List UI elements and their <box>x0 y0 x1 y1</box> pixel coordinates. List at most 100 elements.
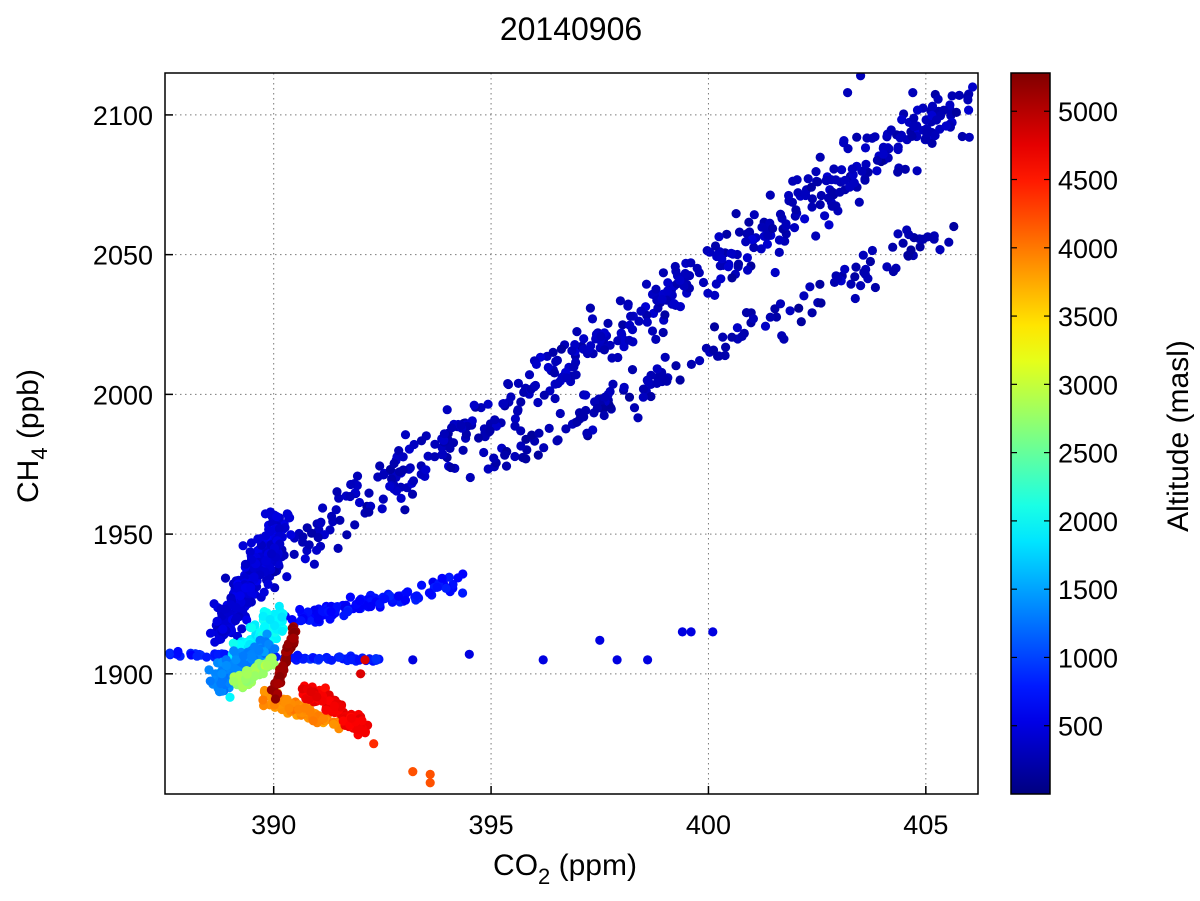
scatter-point <box>851 262 861 272</box>
scatter-point <box>352 471 363 481</box>
scatter-point <box>366 601 376 612</box>
scatter-point <box>425 769 435 780</box>
scatter-point <box>499 399 509 409</box>
scatter-point <box>489 453 499 463</box>
scatter-point <box>312 692 322 702</box>
scatter-point <box>289 549 299 560</box>
scatter-point <box>803 174 813 184</box>
scatter-point <box>355 596 365 606</box>
scatter-point <box>675 275 685 285</box>
scatter-point <box>210 637 220 647</box>
scatter-point <box>945 100 955 110</box>
scatter-point <box>675 375 685 385</box>
scatter-point <box>651 284 661 294</box>
scatter-point <box>634 316 644 326</box>
scatter-point <box>465 472 475 483</box>
x-tick-label: 395 <box>469 810 514 840</box>
scatter-point <box>500 450 510 460</box>
scatter-point <box>933 94 943 104</box>
scatter-point <box>346 713 356 723</box>
scatter-point <box>524 370 535 380</box>
scatter-point <box>677 627 688 637</box>
scatter-point <box>314 653 324 664</box>
scatter-point <box>944 237 954 247</box>
scatter-point <box>698 277 709 288</box>
scatter-point <box>692 263 702 273</box>
scatter-point <box>909 121 919 132</box>
scatter-point <box>768 223 778 234</box>
scatter-point <box>432 582 442 593</box>
scatter-point <box>613 352 623 363</box>
scatter-point <box>845 182 855 192</box>
scatter-point <box>293 650 303 660</box>
scatter-point <box>513 378 524 388</box>
scatter-point <box>893 167 903 177</box>
y-axis-label-rest: (ppb) <box>12 369 45 447</box>
scatter-point <box>858 250 868 260</box>
scatter-point <box>908 88 918 98</box>
scatter-point <box>660 352 670 362</box>
scatter-point <box>338 716 348 726</box>
scatter-point <box>474 433 484 443</box>
scatter-point <box>253 534 263 544</box>
scatter-point <box>572 327 582 337</box>
scatter-point <box>618 320 628 330</box>
scatter-point <box>748 314 759 324</box>
scatter-point <box>695 356 705 366</box>
scatter-point <box>272 511 282 522</box>
scatter-point <box>321 705 331 715</box>
scatter-point <box>424 588 434 598</box>
scatter-point <box>425 778 435 788</box>
scatter-point <box>205 628 216 638</box>
scatter-point <box>263 579 273 590</box>
scatter-point <box>438 449 448 459</box>
scatter-point <box>407 489 418 499</box>
scatter-point <box>464 649 474 659</box>
scatter-point <box>897 115 907 125</box>
scatter-point <box>811 167 821 177</box>
scatter-point <box>638 392 648 402</box>
scatter-point <box>949 221 959 232</box>
scatter-point <box>408 476 419 486</box>
scatter-point <box>686 627 696 637</box>
scatter-point <box>506 392 516 402</box>
colorbar-tick-label: 4000 <box>1058 234 1118 264</box>
scatter-point <box>543 362 553 373</box>
scatter-point <box>343 607 353 617</box>
scatter-point <box>726 248 736 258</box>
scatter-point <box>893 144 903 155</box>
scatter-point <box>839 136 849 146</box>
colorbar-tick-label: 500 <box>1058 712 1103 742</box>
scatter-point <box>794 303 804 313</box>
scatter-point <box>217 669 227 679</box>
scatter-point <box>850 272 860 282</box>
scatter-point <box>521 454 531 464</box>
scatter-point <box>922 128 932 138</box>
x-axis-label-sub: 2 <box>538 864 550 889</box>
scatter-point <box>765 190 775 200</box>
scatter-point <box>265 614 275 625</box>
scatter-point <box>446 462 456 473</box>
scatter-point <box>815 279 825 289</box>
scatter-point <box>843 144 853 154</box>
scatter-point <box>274 524 284 534</box>
scatter-point <box>686 359 697 369</box>
scatter-point <box>245 547 255 557</box>
scatter-point <box>551 356 561 367</box>
scatter-point <box>377 504 387 514</box>
scatter-point <box>393 591 403 601</box>
scatter-point <box>813 177 823 187</box>
scatter-point <box>202 652 212 662</box>
scatter-point <box>204 665 214 675</box>
scatter-point <box>221 660 232 671</box>
scatter-point <box>927 101 938 111</box>
scatter-point <box>770 267 780 278</box>
scatter-point <box>741 308 752 318</box>
scatter-point <box>792 175 802 185</box>
scatter-point <box>261 531 271 541</box>
colorbar-tick-label: 4500 <box>1058 166 1118 196</box>
scatter-point <box>671 361 681 371</box>
scatter-point <box>762 239 773 249</box>
scatter-point <box>624 392 635 402</box>
